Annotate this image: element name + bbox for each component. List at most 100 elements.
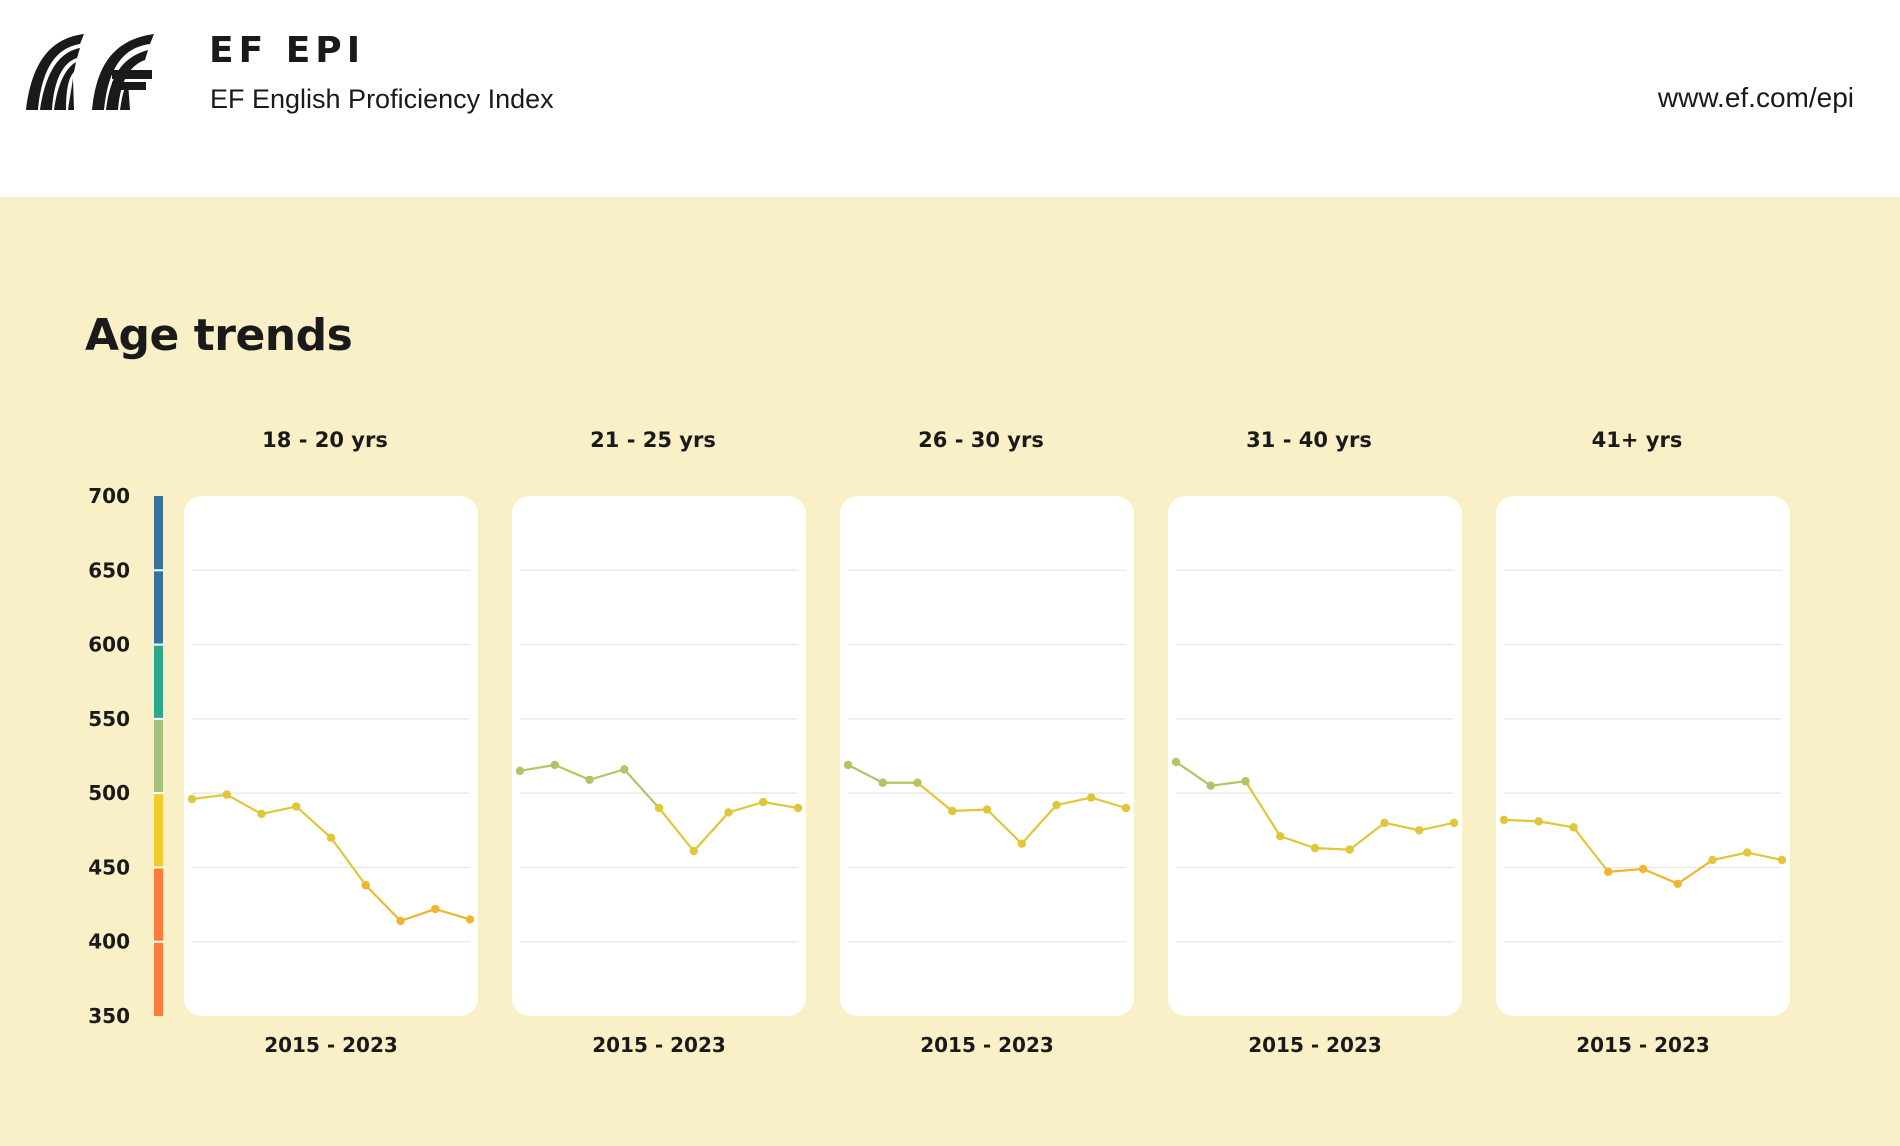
data-point xyxy=(1743,848,1752,857)
data-point xyxy=(654,803,664,813)
data-point xyxy=(1052,800,1061,810)
series-line-segment xyxy=(1418,821,1456,832)
y-tick-label: 500 xyxy=(88,781,130,805)
data-point xyxy=(724,808,733,817)
panel-title: 31 - 40 yrs xyxy=(1246,428,1372,452)
series-line-segment xyxy=(985,808,1023,845)
series-line-segment xyxy=(588,768,626,781)
data-point xyxy=(1449,818,1459,828)
series-line-segment xyxy=(1279,835,1317,850)
series-line-segment xyxy=(399,907,437,923)
data-point xyxy=(620,765,629,774)
series-line-segment xyxy=(1502,818,1540,823)
data-point xyxy=(1499,815,1509,825)
data-point xyxy=(843,760,853,770)
series-line-segment xyxy=(1090,796,1128,810)
series-line-segment xyxy=(727,800,765,814)
series-line-segment xyxy=(329,836,367,887)
panel-x-label: 2015 - 2023 xyxy=(1576,1033,1710,1057)
series-line-segment xyxy=(1711,851,1749,862)
data-point xyxy=(257,809,266,819)
site-url-link[interactable]: www.ef.com/epi xyxy=(1657,82,1854,113)
series-line-segment xyxy=(434,907,472,921)
data-point xyxy=(361,881,370,890)
data-point xyxy=(292,802,301,811)
y-tick-label: 650 xyxy=(88,558,130,582)
data-point xyxy=(1171,757,1181,767)
series-line-segment xyxy=(1209,780,1247,787)
series-line-segment xyxy=(1313,847,1351,851)
series-line-segment xyxy=(846,763,884,784)
band-scale-segment xyxy=(154,793,163,868)
data-point xyxy=(1310,843,1320,853)
data-point xyxy=(1206,781,1215,790)
data-point xyxy=(396,916,405,926)
series-line-segment xyxy=(1676,858,1714,885)
panel-title: 26 - 30 yrs xyxy=(918,428,1044,452)
series-line-segment xyxy=(1746,851,1784,862)
series-line-segment xyxy=(1244,780,1282,838)
data-point xyxy=(1777,855,1787,865)
data-point xyxy=(913,778,922,787)
series-line-segment xyxy=(1383,821,1421,832)
series-line-segment xyxy=(1174,760,1212,787)
series-line-segment xyxy=(1607,867,1645,873)
data-point xyxy=(1569,823,1578,832)
ef-logo xyxy=(26,34,154,110)
series-line-segment xyxy=(916,781,954,813)
series-line-segment xyxy=(951,808,989,813)
series-line-segment xyxy=(190,793,228,801)
data-point xyxy=(793,803,803,813)
data-point xyxy=(550,760,559,770)
panel-title: 18 - 20 yrs xyxy=(262,428,388,452)
data-point xyxy=(1017,839,1026,848)
brand-title: EF EPI xyxy=(209,30,366,71)
data-point xyxy=(1241,777,1250,786)
y-tick-label: 700 xyxy=(88,484,130,508)
panel-x-label: 2015 - 2023 xyxy=(920,1033,1054,1057)
series-line-segment xyxy=(1572,826,1610,873)
data-point xyxy=(759,797,768,807)
data-point xyxy=(1534,817,1543,826)
series-line-segment xyxy=(260,805,298,816)
data-point xyxy=(878,778,887,787)
data-point xyxy=(948,806,957,816)
y-tick-label: 350 xyxy=(88,1004,130,1028)
series-line-segment xyxy=(1348,821,1386,851)
data-point xyxy=(1276,832,1285,841)
data-point xyxy=(1415,826,1424,835)
data-point xyxy=(585,775,594,784)
panel-card xyxy=(512,496,806,1016)
panel-card xyxy=(1496,496,1790,1016)
panel-card xyxy=(1168,496,1462,1016)
data-point xyxy=(326,833,336,842)
page-title: Age trends xyxy=(85,310,353,361)
series-line-segment xyxy=(1055,796,1093,807)
data-point xyxy=(1604,867,1613,877)
data-point xyxy=(465,915,475,924)
series-line-segment xyxy=(1020,803,1058,845)
series-line-segment xyxy=(225,793,263,816)
series-line-segment xyxy=(553,763,591,781)
y-tick-label: 600 xyxy=(88,633,130,657)
data-point xyxy=(1380,818,1389,828)
panel-card xyxy=(184,496,478,1016)
y-tick-label: 550 xyxy=(88,707,130,731)
band-scale-segment xyxy=(154,718,163,794)
data-point xyxy=(1673,879,1682,888)
age-trends-chart: 700 650 600 550 500 450 400 350 18 - 20 yrs 2015 … xyxy=(88,428,1790,1057)
series-line-segment xyxy=(657,806,695,853)
y-tick-label: 450 xyxy=(88,855,130,879)
panel-x-label: 2015 - 2023 xyxy=(264,1033,398,1057)
y-tick-label: 400 xyxy=(88,930,130,954)
panel-card xyxy=(840,496,1134,1016)
data-point xyxy=(689,846,698,856)
series-line-segment xyxy=(518,763,556,772)
series-line-segment xyxy=(692,811,730,853)
data-point xyxy=(431,904,440,914)
data-point xyxy=(1638,864,1648,874)
panel-x-label: 2015 - 2023 xyxy=(1248,1033,1382,1057)
data-point xyxy=(1345,845,1354,854)
data-point xyxy=(1121,803,1131,813)
data-point xyxy=(1708,855,1717,865)
